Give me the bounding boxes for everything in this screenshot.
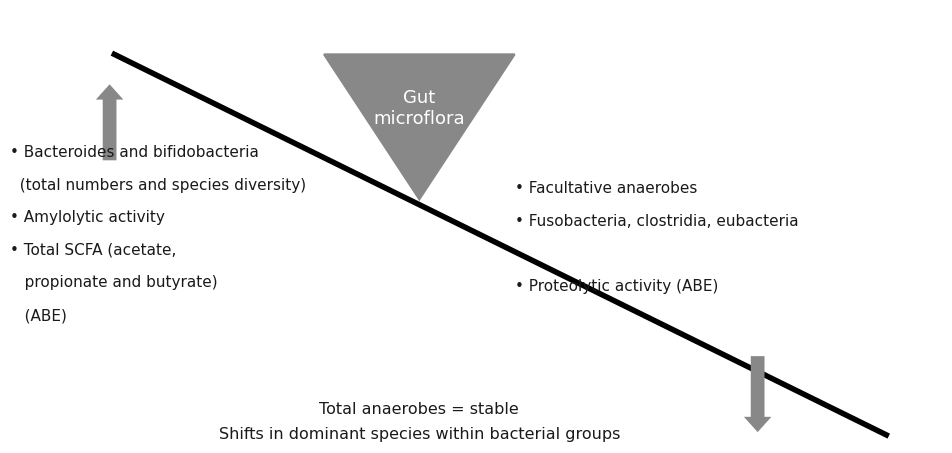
Text: (ABE): (ABE) xyxy=(10,308,67,323)
Text: propionate and butyrate): propionate and butyrate) xyxy=(10,275,217,290)
Text: (total numbers and species diversity): (total numbers and species diversity) xyxy=(10,178,306,193)
Text: • Proteolytic activity (ABE): • Proteolytic activity (ABE) xyxy=(514,279,717,294)
Polygon shape xyxy=(324,54,514,199)
Text: • Total SCFA (acetate,: • Total SCFA (acetate, xyxy=(10,243,176,258)
Text: • Amylolytic activity: • Amylolytic activity xyxy=(10,210,165,225)
Text: • Bacteroides and bifidobacteria: • Bacteroides and bifidobacteria xyxy=(10,145,258,160)
Text: Total anaerobes = stable: Total anaerobes = stable xyxy=(319,402,519,418)
Text: Shifts in dominant species within bacterial groups: Shifts in dominant species within bacter… xyxy=(218,427,620,443)
Text: • Facultative anaerobes: • Facultative anaerobes xyxy=(514,181,696,196)
Text: • Fusobacteria, clostridia, eubacteria: • Fusobacteria, clostridia, eubacteria xyxy=(514,214,798,229)
Text: Gut
microflora: Gut microflora xyxy=(373,89,465,128)
